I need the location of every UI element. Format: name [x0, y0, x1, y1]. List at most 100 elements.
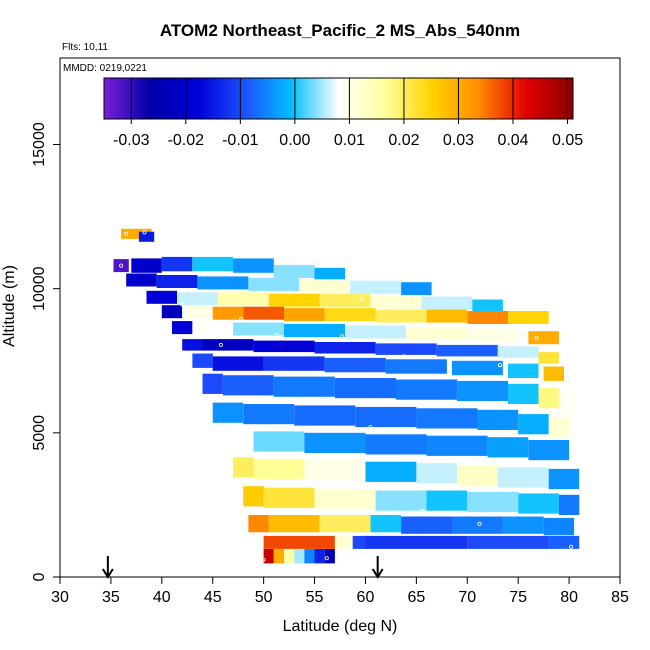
heatmap-cell	[452, 360, 503, 376]
heatmap-cell	[518, 493, 559, 514]
heatmap-cell	[294, 549, 305, 564]
heatmap-cell	[182, 305, 213, 319]
sample-marker	[168, 348, 173, 353]
heatmap-cell	[304, 549, 315, 564]
heatmap-cell	[212, 402, 244, 423]
heatmap-cell	[268, 515, 320, 533]
x-axis-label: Latitude (deg N)	[283, 618, 398, 635]
heatmap-cell	[182, 339, 203, 351]
sample-marker	[239, 316, 244, 321]
heatmap-cell	[324, 357, 386, 373]
sample-markers	[119, 230, 574, 562]
sample-marker	[477, 521, 482, 526]
heatmap-cell	[263, 356, 325, 371]
heatmap-cell	[172, 321, 193, 335]
y-tick-label: 10000	[31, 266, 48, 311]
heatmap-cell	[355, 406, 417, 428]
heatmap-cell	[426, 490, 468, 511]
sample-marker	[497, 363, 502, 368]
heatmap-cell	[558, 494, 580, 515]
heatmap-cell	[284, 324, 346, 337]
heatmap-cell	[538, 352, 559, 364]
colorbar-tick-label: 0.04	[497, 132, 528, 149]
heatmap-cell	[233, 457, 254, 478]
colorbar: -0.03 -0.02 -0.01 0.00 0.01 0.02 0.03 0.04 0.05	[103, 77, 583, 149]
colorbar-tick-label: 0.01	[334, 132, 365, 149]
heatmap-cell	[217, 292, 269, 306]
heatmap-cell	[156, 275, 198, 288]
heatmap-cell	[233, 322, 284, 336]
heatmap-cell	[467, 328, 519, 342]
heatmap-cell	[126, 273, 157, 287]
x-tick-label: 45	[204, 589, 222, 606]
heatmap-cell	[497, 467, 549, 488]
heatmap-cell	[299, 279, 351, 293]
heatmap-cell	[538, 388, 559, 409]
heatmap-cell	[375, 309, 427, 323]
sample-marker	[180, 302, 185, 307]
x-tick-label: 50	[255, 589, 273, 606]
heatmap-cell	[263, 487, 315, 508]
heatmap-cell	[304, 432, 366, 453]
heatmap-cell	[273, 264, 315, 278]
sample-marker	[142, 230, 147, 235]
heatmap-cell	[375, 343, 437, 355]
heatmap-cell	[248, 515, 269, 533]
heatmap-cell	[192, 353, 213, 368]
heatmap-cell	[401, 282, 432, 296]
heatmap-cell	[559, 392, 575, 416]
heatmap-cell	[472, 299, 503, 313]
heatmap-cell	[508, 363, 539, 378]
heatmap-cell	[284, 308, 325, 322]
heatmap-cell	[314, 342, 376, 354]
heatmap-cell	[365, 434, 427, 455]
heatmap-cell	[138, 231, 155, 242]
heatmap-cell	[497, 346, 539, 358]
sample-marker	[420, 508, 425, 513]
heatmap-cells	[113, 228, 580, 564]
flights-label: Flts: 10,11	[62, 42, 108, 53]
heatmap-cell	[426, 435, 488, 456]
heatmap-cell	[273, 549, 284, 564]
x-tick-label: 65	[407, 589, 425, 606]
x-tick-label: 70	[458, 589, 476, 606]
heatmap-cell	[192, 256, 234, 272]
heatmap-cell	[253, 431, 305, 452]
sample-marker	[402, 354, 407, 359]
heatmap-cell	[273, 376, 335, 397]
heatmap-cell	[352, 535, 368, 549]
heatmap-cell	[212, 306, 244, 320]
heatmap-cell	[202, 339, 254, 351]
sample-marker	[359, 296, 364, 301]
x-axis: 30 35 40 45 50 55 60 65 70 75 80 85	[51, 577, 629, 606]
y-tick-label: 0	[31, 572, 48, 581]
sample-marker	[435, 286, 440, 291]
heatmap-cell	[243, 404, 295, 425]
heatmap-cell	[548, 417, 570, 438]
heatmap-cell	[324, 308, 376, 322]
heatmap-cell	[197, 276, 249, 290]
heatmap-cell	[477, 409, 519, 430]
sample-marker	[261, 557, 266, 562]
x-tick-label: 85	[611, 589, 629, 606]
sample-marker	[124, 231, 129, 236]
heatmap-cell	[457, 466, 498, 487]
heatmap-cell	[401, 516, 452, 534]
heatmap-cell	[319, 515, 371, 533]
heatmap-cell	[314, 549, 325, 564]
sample-marker	[534, 335, 539, 340]
heatmap-cell	[467, 491, 519, 513]
heatmap-cell	[508, 311, 549, 324]
heatmap-cell	[421, 296, 473, 310]
sample-marker	[339, 334, 344, 339]
heatmap-cell	[543, 517, 575, 536]
heatmap-cell	[113, 259, 129, 273]
heatmap-cell	[548, 468, 580, 490]
heatmap-cell	[146, 290, 177, 304]
heatmap-cell	[253, 340, 315, 353]
heatmap-cell	[161, 256, 193, 272]
plot-frame	[59, 57, 621, 578]
heatmap-cell	[314, 489, 376, 510]
heatmap-cell	[233, 258, 274, 273]
